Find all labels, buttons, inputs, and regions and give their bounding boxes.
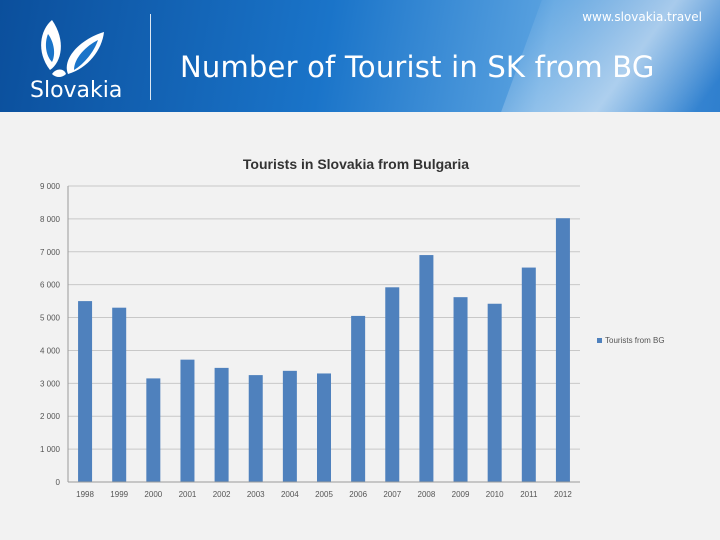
- bar-2002: [214, 367, 229, 482]
- x-tick-label: 2004: [281, 490, 299, 499]
- bar-2003: [248, 375, 263, 482]
- chart-area: Tourists in Slovakia from Bulgaria 0 1 00…: [0, 140, 720, 510]
- y-tick-label: 6 000: [40, 281, 61, 290]
- x-tick-label: 2007: [383, 490, 401, 499]
- y-tick-label: 3 000: [40, 379, 61, 388]
- logo-text: Slovakia: [30, 78, 123, 103]
- x-tick-label: 2009: [452, 490, 470, 499]
- y-tick-label: 2 000: [40, 412, 61, 421]
- x-tick-label: 2000: [144, 490, 162, 499]
- header-divider: [150, 14, 151, 100]
- slide-title: Number of Tourist in SK from BG: [180, 50, 655, 84]
- chart-bars: [78, 218, 570, 482]
- bar-2006: [351, 315, 366, 482]
- bar-2008: [419, 255, 434, 482]
- x-tick-label: 2008: [418, 490, 436, 499]
- x-axis: 1998 1999 2000 2001 2002 2003 2004 2005 2006 2007…: [68, 481, 580, 499]
- y-tick-label: 9 000: [40, 182, 61, 191]
- bar-2011: [521, 267, 536, 482]
- x-tick-label: 2001: [179, 490, 197, 499]
- chart-title: Tourists in Slovakia from Bulgaria: [243, 156, 469, 172]
- website-url: www.slovakia.travel: [582, 10, 702, 24]
- x-tick-label: 2011: [520, 490, 538, 499]
- y-tick-label: 7 000: [40, 248, 61, 257]
- bar-2012: [555, 218, 570, 482]
- bar-2007: [385, 287, 400, 482]
- y-tick-label: 0: [56, 478, 61, 487]
- x-tick-label: 2005: [315, 490, 333, 499]
- bar-2001: [180, 359, 195, 482]
- slide-header: Slovakia www.slovakia.travel Number of T…: [0, 0, 720, 112]
- x-tick-label: 2003: [247, 490, 265, 499]
- legend-label: Tourists from BG: [605, 336, 665, 345]
- x-tick-label: 2010: [486, 490, 504, 499]
- bar-2004: [282, 370, 297, 482]
- x-tick-label: 2012: [554, 490, 572, 499]
- legend-swatch: [597, 338, 602, 343]
- y-tick-label: 8 000: [40, 215, 61, 224]
- x-tick-label: 1998: [76, 490, 94, 499]
- bar-2010: [487, 303, 502, 482]
- bar-2009: [453, 297, 468, 482]
- bar-2005: [317, 373, 331, 482]
- bar-2000: [146, 378, 161, 482]
- y-axis: 0 1 000 2 000 3 000 4 000 5 000 6 000 7 000 8 00…: [40, 182, 69, 487]
- chart-legend: Tourists from BG: [597, 336, 665, 345]
- y-tick-label: 4 000: [40, 346, 61, 355]
- x-tick-label: 2006: [349, 490, 367, 499]
- bar-chart: Tourists in Slovakia from Bulgaria 0 1 00…: [40, 156, 665, 499]
- y-tick-label: 1 000: [40, 445, 61, 454]
- bar-1998: [78, 301, 93, 482]
- x-tick-label: 2002: [213, 490, 231, 499]
- slovakia-logo-icon: [41, 20, 104, 77]
- x-tick-label: 1999: [110, 490, 128, 499]
- y-tick-label: 5 000: [40, 314, 61, 323]
- bar-1999: [112, 307, 127, 482]
